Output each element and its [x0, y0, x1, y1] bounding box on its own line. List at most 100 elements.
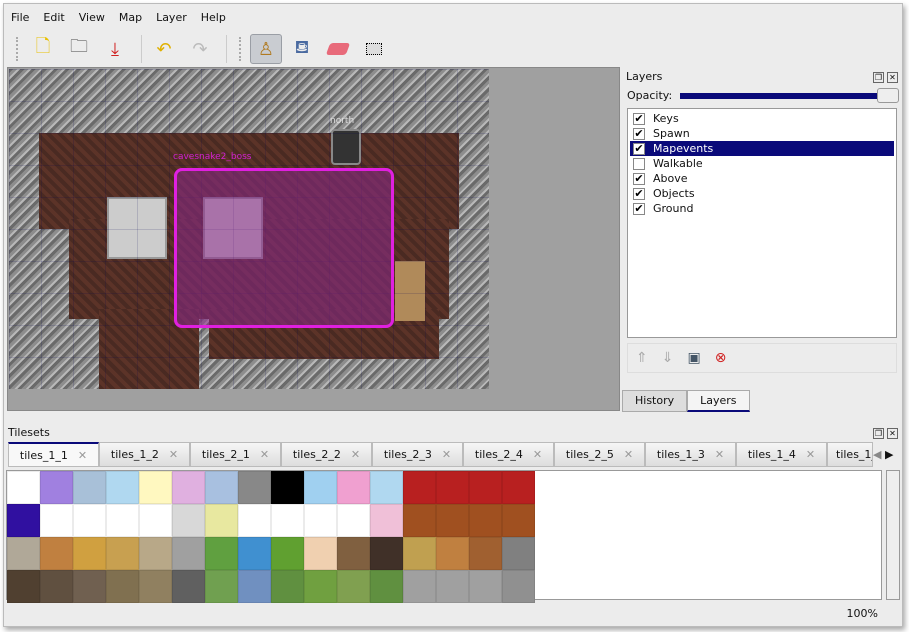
tile[interactable] — [337, 504, 370, 537]
tile[interactable] — [205, 504, 238, 537]
tile[interactable] — [469, 537, 502, 570]
close-icon[interactable]: ✕ — [887, 71, 898, 83]
duplicate-layer-icon[interactable]: ▣ — [687, 350, 701, 366]
close-tab-icon[interactable]: ✕ — [259, 448, 270, 461]
tile[interactable] — [106, 537, 139, 570]
toolbar-grip[interactable] — [16, 37, 21, 61]
tile[interactable] — [139, 570, 172, 603]
tile[interactable] — [7, 570, 40, 603]
tile[interactable] — [502, 570, 535, 603]
tile[interactable] — [40, 504, 73, 537]
tile[interactable] — [40, 471, 73, 504]
tile[interactable] — [139, 471, 172, 504]
new-file-icon[interactable]: 🗋 — [35, 36, 51, 57]
menu-edit[interactable]: Edit — [43, 11, 65, 24]
menu-file[interactable]: File — [11, 11, 30, 24]
tab-scroll-right-icon[interactable]: ▶ — [885, 448, 894, 461]
tile[interactable] — [304, 504, 337, 537]
visibility-checkbox[interactable] — [633, 157, 645, 170]
tile[interactable] — [7, 537, 40, 570]
tile[interactable] — [271, 537, 304, 570]
menu-help[interactable]: Help — [200, 11, 226, 24]
tileset-tab[interactable]: tiles_2_2 ✕ — [281, 442, 372, 467]
eraser-icon[interactable] — [322, 34, 354, 64]
tile[interactable] — [238, 471, 271, 504]
tile[interactable] — [370, 504, 403, 537]
map-canvas[interactable]: cavesnake2_boss north — [7, 67, 620, 411]
rect-select-icon[interactable] — [358, 34, 390, 64]
tile[interactable] — [172, 537, 205, 570]
remove-layer-icon[interactable]: ⊗ — [714, 350, 727, 366]
open-icon[interactable]: 🗀 — [70, 36, 88, 57]
tile[interactable] — [436, 570, 469, 603]
tile[interactable] — [370, 471, 403, 504]
tile[interactable] — [73, 504, 106, 537]
opacity-slider[interactable] — [680, 87, 899, 103]
tile[interactable] — [40, 537, 73, 570]
close-tab-icon[interactable]: ✕ — [77, 448, 88, 462]
tile[interactable] — [370, 537, 403, 570]
tile[interactable] — [271, 471, 304, 504]
move-layer-down-icon[interactable]: ⇓ — [661, 350, 674, 366]
tile[interactable] — [106, 471, 139, 504]
menu-layer[interactable]: Layer — [156, 11, 187, 24]
tile[interactable] — [205, 570, 238, 603]
tile[interactable] — [271, 570, 304, 603]
tile[interactable] — [139, 504, 172, 537]
stamp-brush-icon[interactable]: ♙ — [250, 34, 282, 64]
layer-row[interactable]: ✔ Objects — [630, 186, 894, 201]
tileset-tab[interactable]: tiles_2_4 ✕ — [463, 442, 554, 467]
tile[interactable] — [403, 504, 436, 537]
tile[interactable] — [469, 471, 502, 504]
visibility-checkbox[interactable]: ✔ — [633, 126, 645, 140]
tile[interactable] — [304, 570, 337, 603]
tab-scroll-left-icon[interactable]: ◀ — [873, 448, 882, 461]
redo-icon[interactable]: ↷ — [192, 38, 208, 60]
menu-map[interactable]: Map — [118, 11, 143, 24]
tile[interactable] — [436, 504, 469, 537]
visibility-checkbox[interactable]: ✔ — [633, 186, 645, 200]
tile[interactable] — [172, 471, 205, 504]
tileset-tab[interactable]: tiles_1_4 ✕ — [736, 442, 827, 467]
tile[interactable] — [106, 570, 139, 603]
tile[interactable] — [7, 471, 40, 504]
tile[interactable] — [7, 504, 40, 537]
tileset-tab[interactable]: tiles_2_3 ✕ — [372, 442, 463, 467]
tile[interactable] — [436, 537, 469, 570]
layer-row[interactable]: ✔ Keys — [630, 111, 894, 126]
tile[interactable] — [436, 471, 469, 504]
layer-row[interactable]: Walkable — [630, 156, 894, 171]
close-tab-icon[interactable]: ✕ — [441, 448, 452, 461]
visibility-checkbox[interactable]: ✔ — [633, 111, 645, 125]
selected-object[interactable] — [174, 168, 394, 328]
tile[interactable] — [304, 537, 337, 570]
tile[interactable] — [238, 504, 271, 537]
tile[interactable] — [40, 570, 73, 603]
tile[interactable] — [106, 504, 139, 537]
tile[interactable] — [337, 537, 370, 570]
tile[interactable] — [238, 570, 271, 603]
tile[interactable] — [403, 471, 436, 504]
close-tab-icon[interactable]: ✕ — [623, 448, 634, 461]
tile[interactable] — [403, 537, 436, 570]
tile[interactable] — [304, 471, 337, 504]
tab-history[interactable]: History — [622, 390, 688, 412]
tile[interactable] — [337, 471, 370, 504]
tile[interactable] — [205, 537, 238, 570]
menu-view[interactable]: View — [78, 11, 105, 24]
tab-layers[interactable]: Layers — [687, 390, 750, 412]
tileset-tab[interactable]: tiles_1_ — [827, 442, 873, 467]
layer-row[interactable]: ✔ Spawn — [630, 126, 894, 141]
tile[interactable] — [502, 504, 535, 537]
tile[interactable] — [172, 504, 205, 537]
tile[interactable] — [73, 570, 106, 603]
tile[interactable] — [271, 504, 304, 537]
move-layer-up-icon[interactable]: ⇑ — [636, 350, 648, 366]
save-icon[interactable]: ⤓ — [111, 38, 119, 60]
layer-row[interactable]: ✔ Ground — [630, 201, 894, 216]
tileset-tab[interactable]: tiles_1_2 ✕ — [99, 442, 190, 467]
float-icon[interactable]: ❐ — [873, 71, 884, 83]
tile[interactable] — [238, 537, 271, 570]
close-tab-icon[interactable]: ✕ — [168, 448, 179, 461]
tileset-tab[interactable]: tiles_2_1 ✕ — [190, 442, 281, 467]
